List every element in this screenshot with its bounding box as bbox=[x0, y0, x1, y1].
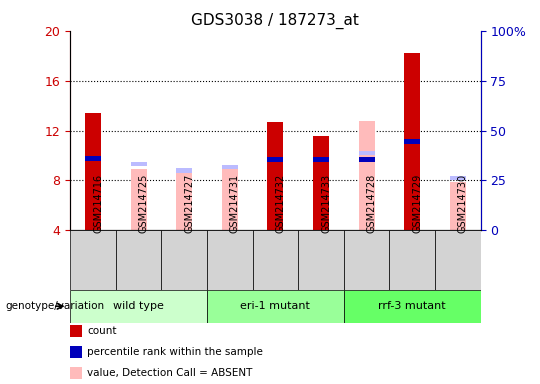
Bar bbox=[176, 168, 192, 173]
Bar bbox=[435, 230, 481, 290]
Text: GSM214716: GSM214716 bbox=[93, 174, 103, 233]
Text: count: count bbox=[87, 326, 117, 336]
Bar bbox=[313, 136, 329, 230]
Text: GSM214725: GSM214725 bbox=[139, 174, 148, 233]
Text: value, Detection Call = ABSENT: value, Detection Call = ABSENT bbox=[87, 368, 253, 378]
Bar bbox=[161, 230, 207, 290]
Text: rrf-3 mutant: rrf-3 mutant bbox=[379, 301, 446, 311]
Bar bbox=[207, 290, 344, 323]
Bar bbox=[70, 290, 207, 323]
Bar bbox=[313, 157, 329, 162]
Bar bbox=[404, 139, 420, 144]
Bar bbox=[176, 170, 192, 230]
Bar bbox=[450, 182, 466, 230]
Text: GSM214729: GSM214729 bbox=[412, 174, 422, 233]
Bar bbox=[131, 162, 146, 166]
Bar bbox=[116, 230, 161, 290]
Bar bbox=[267, 157, 284, 162]
Text: GSM214731: GSM214731 bbox=[230, 174, 240, 233]
Bar bbox=[344, 290, 481, 323]
Text: GSM214728: GSM214728 bbox=[367, 174, 376, 233]
Bar bbox=[85, 156, 101, 161]
Bar bbox=[207, 230, 253, 290]
Text: wild type: wild type bbox=[113, 301, 164, 311]
Bar bbox=[253, 230, 298, 290]
Text: eri-1 mutant: eri-1 mutant bbox=[240, 301, 310, 311]
Text: GSM214727: GSM214727 bbox=[184, 174, 194, 233]
Bar bbox=[344, 230, 389, 290]
Bar bbox=[404, 53, 420, 230]
Bar bbox=[267, 122, 284, 230]
Bar bbox=[359, 121, 375, 230]
Text: GSM214730: GSM214730 bbox=[458, 174, 468, 233]
Bar bbox=[70, 230, 116, 290]
Text: percentile rank within the sample: percentile rank within the sample bbox=[87, 347, 264, 357]
Bar bbox=[359, 151, 375, 155]
Title: GDS3038 / 187273_at: GDS3038 / 187273_at bbox=[192, 13, 359, 29]
Bar bbox=[298, 230, 344, 290]
Bar bbox=[131, 169, 146, 230]
Bar bbox=[389, 230, 435, 290]
Bar bbox=[222, 169, 238, 230]
Bar bbox=[359, 157, 375, 162]
Bar bbox=[222, 165, 238, 169]
Bar bbox=[450, 176, 466, 180]
Text: GSM214733: GSM214733 bbox=[321, 174, 331, 233]
Text: genotype/variation: genotype/variation bbox=[5, 301, 105, 311]
Text: GSM214732: GSM214732 bbox=[275, 174, 286, 233]
Bar bbox=[85, 113, 101, 230]
